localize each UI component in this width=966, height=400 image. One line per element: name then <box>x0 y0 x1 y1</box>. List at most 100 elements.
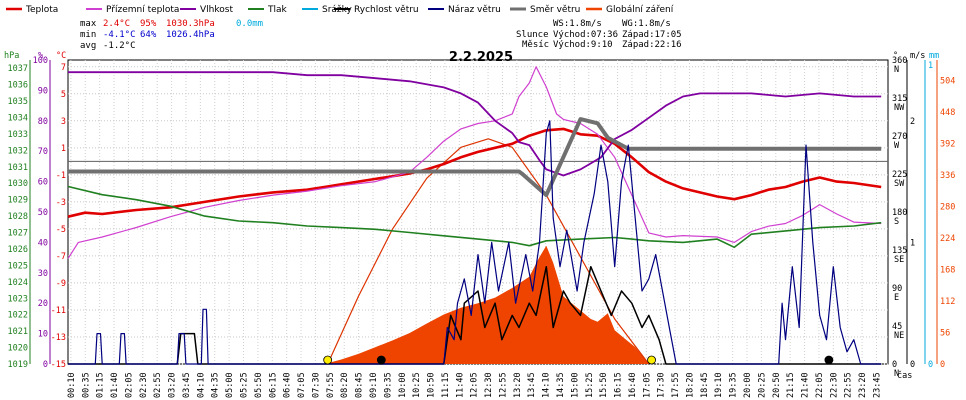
x-tick-label: 23:20 <box>858 372 868 398</box>
tick-label-wind: 2 <box>910 117 915 127</box>
tick-labels: 7531-1-3-5-7-9-11-13-1510090807060504030… <box>8 56 956 398</box>
unit-pressure: hPa <box>4 51 19 61</box>
x-tick-label: 11:40 <box>455 372 465 398</box>
x-tick-label: 17:30 <box>657 372 667 398</box>
tick-label-humidity: 100 <box>33 56 48 66</box>
moon-rise: Východ:9:10 <box>553 40 613 50</box>
x-tick-label: 19:10 <box>714 372 724 398</box>
stats-min-humidity: 64% <box>140 30 157 40</box>
x-tick-label: 02:30 <box>139 372 149 398</box>
legend-label-vlhkost: Vlhkost <box>200 5 233 15</box>
tick-label-humidity: 50 <box>38 208 48 218</box>
x-tick-label: 23:45 <box>872 372 882 398</box>
unit-humidity: % <box>38 51 43 61</box>
tick-label-humidity: 40 <box>38 238 48 248</box>
tick-label-temperature: -11 <box>51 306 66 316</box>
stats-block: max 2.4°C 95% 1030.3hPa 0.0mm min -4.1°C… <box>80 19 263 51</box>
stats-avg-temp: -1.2°C <box>103 41 136 51</box>
tick-label-radiation: 168 <box>940 265 955 275</box>
x-tick-label: 00:10 <box>67 372 77 398</box>
tick-label-direction: 135 <box>892 246 907 256</box>
x-tick-label: 08:20 <box>340 372 350 398</box>
tick-label-rain: 0 <box>928 360 933 370</box>
tick-label-direction-compass: S <box>894 217 899 227</box>
x-tick-label: 18:20 <box>685 372 695 398</box>
x-tick-label: 22:30 <box>829 372 839 398</box>
tick-label-humidity: 90 <box>38 86 48 96</box>
tick-label-pressure: 1028 <box>8 212 28 222</box>
x-tick-label: 02:05 <box>124 372 134 398</box>
x-tick-label: 20:50 <box>772 372 782 398</box>
tick-label-direction: 0 <box>892 360 897 370</box>
x-tick-label: 15:00 <box>570 372 580 398</box>
stats-max-humidity: 95% <box>140 19 157 29</box>
x-tick-label: 07:55 <box>326 372 336 398</box>
x-tick-label: 10:50 <box>427 372 437 398</box>
tick-label-rain: 1 <box>928 61 933 71</box>
tick-label-pressure: 1026 <box>8 245 28 255</box>
markers <box>323 355 834 365</box>
x-tick-label: 20:25 <box>757 372 767 398</box>
tick-label-pressure: 1037 <box>8 64 28 74</box>
x-tick-label: 04:10 <box>196 372 206 398</box>
tick-label-direction-compass: N <box>894 65 899 75</box>
tick-label-pressure: 1032 <box>8 146 28 156</box>
x-tick-label: 15:50 <box>599 372 609 398</box>
x-tick-label: 22:55 <box>844 372 854 398</box>
stats-max-temp: 2.4°C <box>103 19 130 29</box>
x-tick-label: 02:55 <box>153 372 163 398</box>
stats-max-pressure: 1030.3hPa <box>166 19 215 29</box>
tick-label-temperature: -7 <box>56 252 66 262</box>
tick-label-radiation: 504 <box>940 76 955 86</box>
x-tick-label: 20:00 <box>743 372 753 398</box>
tick-label-radiation: 280 <box>940 202 955 212</box>
tick-label-direction-compass: N <box>894 369 899 379</box>
tick-label-humidity: 30 <box>38 269 48 279</box>
tick-label-pressure: 1035 <box>8 97 28 107</box>
sunset-marker <box>647 355 656 365</box>
tick-label-direction: 360 <box>892 56 907 66</box>
legend-label-pocitova: Přízemní teplota <box>106 5 179 15</box>
x-tick-label: 06:15 <box>268 372 278 398</box>
tick-label-direction: 180 <box>892 208 907 218</box>
x-tick-label: 17:55 <box>671 372 681 398</box>
x-tick-label: 06:40 <box>283 372 293 398</box>
x-tick-label: 01:15 <box>96 372 106 398</box>
tick-label-humidity: 80 <box>38 117 48 127</box>
tick-label-pressure: 1019 <box>8 360 28 370</box>
legend: Teplota Přízemní teplota Vlhkost Tlak Sr… <box>6 5 674 15</box>
x-tick-label: 19:35 <box>729 372 739 398</box>
x-tick-label: 03:45 <box>182 372 192 398</box>
tick-label-humidity: 70 <box>38 147 48 157</box>
x-tick-label: 21:15 <box>786 372 796 398</box>
sunrise-marker <box>323 355 333 365</box>
tick-label-pressure: 1030 <box>8 179 28 189</box>
x-tick-label: 12:30 <box>484 372 494 398</box>
sun-rise: Východ:07:36 <box>553 30 618 40</box>
tick-label-humidity: 60 <box>38 178 48 188</box>
wind-gust-text: WG:1.8m/s <box>622 19 671 29</box>
x-tick-label: 15:25 <box>585 372 595 398</box>
legend-label-smer: Směr větru <box>530 5 580 15</box>
tick-label-pressure: 1022 <box>8 311 28 321</box>
x-tick-label: 10:00 <box>398 372 408 398</box>
legend-label-zareni: Globální záření <box>606 5 674 15</box>
x-tick-label: 11:15 <box>441 372 451 398</box>
x-tick-label: 07:05 <box>297 372 307 398</box>
x-tick-label: 01:40 <box>110 372 120 398</box>
legend-label-naraz: Náraz větru <box>448 5 501 15</box>
moonset-marker <box>824 355 834 365</box>
unit-wind: m/s <box>910 51 925 61</box>
stats-avg-label: avg <box>80 41 96 51</box>
wind-speed-text: WS:1.8m/s <box>553 19 602 29</box>
unit-direction: ° <box>893 51 898 61</box>
tick-label-humidity: 20 <box>38 299 48 309</box>
tick-label-pressure: 1020 <box>8 344 28 354</box>
x-tick-label: 16:15 <box>614 372 624 398</box>
tick-label-pressure: 1025 <box>8 261 28 271</box>
x-tick-label: 05:50 <box>254 372 264 398</box>
tick-label-radiation: 0 <box>940 360 945 370</box>
x-tick-label: 12:55 <box>498 372 508 398</box>
line-glob-ln-z-en-teoretick- <box>327 138 650 365</box>
